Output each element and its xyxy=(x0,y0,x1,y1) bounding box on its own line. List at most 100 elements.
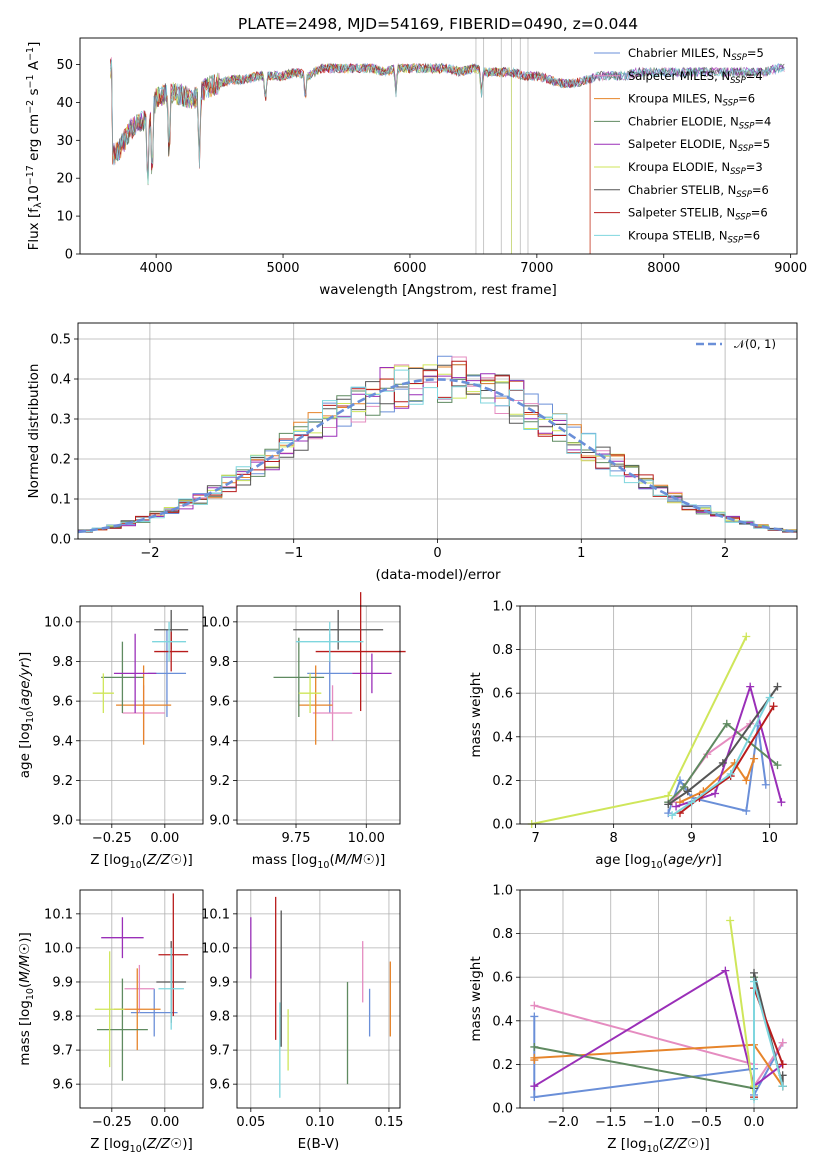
x-tick-label: 0.00 xyxy=(150,831,179,846)
series-point-salpeter-elodie xyxy=(777,798,786,807)
y-tick-label: 0.5 xyxy=(50,333,71,348)
series-point-chabrier-miles xyxy=(742,806,751,815)
series-point-kroupa-miles xyxy=(742,776,751,785)
x-tick-label: 8000 xyxy=(647,261,680,276)
series-point-salpeter-elodie xyxy=(711,789,720,798)
series-line-salpeter-elodie xyxy=(533,969,784,1088)
series-point-chabrier-elodie xyxy=(530,1042,539,1051)
series-point-chabrier-miles xyxy=(675,776,684,785)
y-tick-label: 20 xyxy=(56,172,73,187)
axes-frame xyxy=(79,889,204,1109)
series-point-chabrier-stelib xyxy=(718,758,727,767)
y-tick-label: 9.6 xyxy=(52,1078,73,1093)
x-tick-label: −1.0 xyxy=(643,1115,675,1130)
x-tick-label: −0.25 xyxy=(92,1115,132,1130)
y-tick-label: 9.2 xyxy=(52,774,73,789)
x-tick-label: 2 xyxy=(721,546,729,561)
y-tick-label: 40 xyxy=(56,96,73,111)
x-tick-label: 8 xyxy=(609,831,617,846)
series-point-salpeter-elodie xyxy=(530,1082,539,1091)
series-point-chabrier-miles xyxy=(530,1093,539,1102)
mass-vs-metallicity-panel: −0.25 0.00 9.6 9.7 9.8 9.9 10.0 10.1 Z [log10(Z/… xyxy=(17,889,204,1155)
y-tick-label: 9.6 xyxy=(52,695,73,710)
x-tick-label: 0 xyxy=(433,546,441,561)
y-tick-label: 9.0 xyxy=(209,814,230,829)
x-tick-label: −1 xyxy=(284,546,303,561)
series-point-chabrier-elodie xyxy=(773,761,782,770)
series-line-chabrier-stelib xyxy=(667,686,779,806)
series-point-chabrier-stelib xyxy=(773,682,782,691)
residual-histogram-panel: −2 −1 0 1 2 0.0 0.1 0.2 0.3 0.4 0.5 𝒩(0, 1) (data-mo… xyxy=(26,322,798,583)
y-tick-label: 9.4 xyxy=(52,734,73,749)
series-point-chabrier-miles xyxy=(761,780,770,789)
series-point-kroupa-stelib xyxy=(765,693,774,702)
series-point-kroupa-stelib xyxy=(687,798,696,807)
y-axis-label: mass weight xyxy=(468,956,484,1041)
normal-distribution-curve xyxy=(77,378,798,534)
series-line-kroupa-elodie xyxy=(531,636,748,825)
y-tick-label: 0.0 xyxy=(492,818,513,833)
series-point-kroupa-stelib xyxy=(726,769,735,778)
x-tick-label: 9 xyxy=(688,831,696,846)
series-point-chabrier-stelib xyxy=(750,968,759,977)
y-tick-label: 9.7 xyxy=(209,1044,230,1059)
y-tick-label: 10.0 xyxy=(44,615,73,630)
series-point-kroupa-stelib xyxy=(750,1095,759,1104)
y-tick-label: 10.1 xyxy=(44,907,73,922)
y-tick-label: 0.3 xyxy=(50,413,71,428)
series-line-salpeter-stelib xyxy=(679,705,775,814)
y-axis-label: Normed distribution xyxy=(26,364,42,499)
series-point-kroupa-stelib xyxy=(668,811,677,820)
y-tick-label: 9.8 xyxy=(209,655,230,670)
y-tick-label: 0.0 xyxy=(50,533,71,548)
series-point-chabrier-stelib xyxy=(683,787,692,796)
x-tick-label: 7 xyxy=(531,831,539,846)
y-tick-label: 9.4 xyxy=(209,734,230,749)
y-tick-label: 10.1 xyxy=(201,907,230,922)
y-axis-label: age [log10(age/yr)] xyxy=(17,652,36,779)
series-point-kroupa-miles xyxy=(750,754,759,763)
y-tick-label: 0.2 xyxy=(50,453,71,468)
series-point-kroupa-stelib xyxy=(778,1082,787,1091)
x-tick-label: −2.0 xyxy=(547,1115,579,1130)
x-tick-label: 4000 xyxy=(140,261,173,276)
y-tick-label: 9.6 xyxy=(209,695,230,710)
y-axis-label: mass [log10(M/M☉)] xyxy=(17,932,36,1066)
x-tick-label: 0.0 xyxy=(744,1115,765,1130)
legend-entry-chabrier-miles: Chabrier MILES, NSSP=5 xyxy=(628,46,764,63)
x-axis-label: E(B-V) xyxy=(298,1136,340,1152)
x-tick-label: 10.00 xyxy=(348,831,385,846)
x-tick-label: 5000 xyxy=(266,261,299,276)
legend-entry-kroupa-stelib: Kroupa STELIB, NSSP=6 xyxy=(628,228,760,245)
series-point-salpeter-elodie xyxy=(721,966,730,975)
axes-frame xyxy=(236,889,401,1109)
x-tick-label: 10 xyxy=(761,831,778,846)
legend-entry-normal: 𝒩(0, 1) xyxy=(734,337,776,351)
y-tick-label: 50 xyxy=(56,58,73,73)
legend-entry-salpeter-miles: Salpeter MILES, NSSP=4 xyxy=(628,69,763,86)
spectrum-model-line-salpeter-stelib xyxy=(110,58,591,254)
histogram-kroupa-stelib xyxy=(78,369,797,532)
x-axis-label: mass [log10(M/M☉)] xyxy=(252,852,386,871)
y-tick-label: 9.9 xyxy=(209,975,230,990)
legend-entry-kroupa-elodie: Kroupa ELODIE, NSSP=3 xyxy=(628,160,763,177)
y-tick-label: 9.2 xyxy=(209,774,230,789)
x-tick-label: 9000 xyxy=(774,261,807,276)
y-tick-label: 0.2 xyxy=(492,1058,513,1073)
figure-title: PLATE=2498, MJD=54169, FIBERID=0490, z=0… xyxy=(238,15,638,33)
series-line-chabrier-miles xyxy=(667,725,767,814)
y-tick-label: 10 xyxy=(56,210,73,225)
series-point-chabrier-elodie xyxy=(679,782,688,791)
series-point-salpeter-stelib xyxy=(778,1060,787,1069)
legend-entry-salpeter-elodie: Salpeter ELODIE, NSSP=5 xyxy=(628,137,770,154)
y-tick-label: 0.2 xyxy=(492,774,513,789)
x-tick-label: −0.5 xyxy=(690,1115,722,1130)
age-vs-mass-panel: 9.75 10.00 9.0 9.2 9.4 9.6 9.8 10.0 mass [log10(… xyxy=(201,592,406,871)
x-axis-label: Z [log10(Z/Z☉)] xyxy=(607,1136,710,1155)
legend-entry-kroupa-miles: Kroupa MILES, NSSP=6 xyxy=(628,92,755,109)
y-tick-label: 0.0 xyxy=(492,1102,513,1117)
x-tick-label: 0.00 xyxy=(150,1115,179,1130)
y-tick-label: 0.6 xyxy=(492,971,513,986)
y-tick-label: 10.0 xyxy=(201,615,230,630)
